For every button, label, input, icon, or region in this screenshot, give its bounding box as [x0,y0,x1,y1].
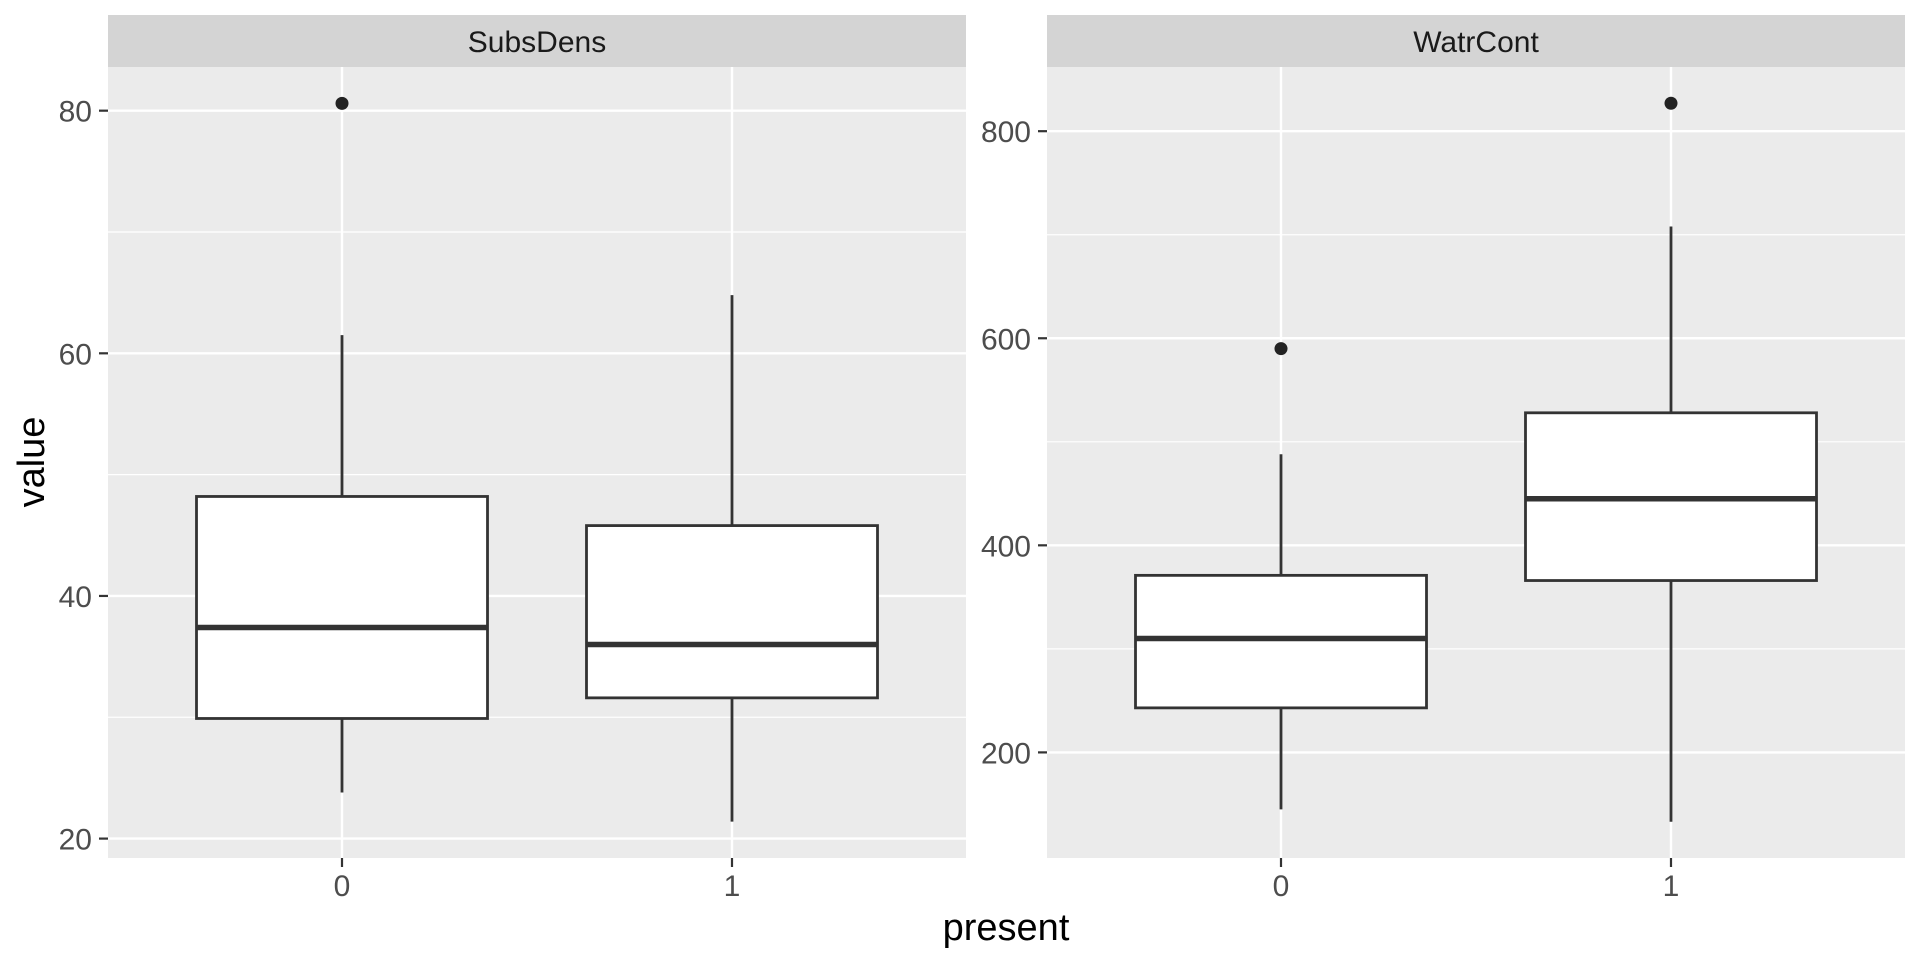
box-iqr [195,495,489,720]
outlier-point [1664,96,1678,110]
x-axis-title: present [943,907,1070,949]
y-tick-label: 600 [981,323,1031,356]
facet-strip [108,15,966,67]
y-tick-label: 400 [981,530,1031,563]
y-tick-label: 80 [59,96,92,129]
x-tick-label: 0 [334,870,351,903]
y-tick-label: 20 [59,824,92,857]
outlier-point [1274,342,1288,356]
y-tick-label: 60 [59,338,92,371]
x-tick-label: 1 [1663,870,1680,903]
x-tick-label: 0 [1273,870,1290,903]
facet-watrcont: WatrCont 200 400 600 800 0 1 [981,15,1905,903]
box-iqr [585,524,879,700]
y-tick-label: 800 [981,116,1031,149]
facet-strip-title: WatrCont [1413,26,1539,59]
panel-content: 200 400 600 800 0 1 [981,67,1905,903]
panel-content: 20 40 60 80 0 1 [59,67,966,903]
facet-strip [1047,15,1905,67]
box-iqr [1134,573,1428,710]
y-tick-label: 40 [59,581,92,614]
panel-background [108,67,966,858]
y-axis-title: value [11,417,53,508]
x-tick-label: 1 [724,870,741,903]
facet-subsdens: SubsDens 20 40 60 80 0 1 [59,15,966,903]
y-tick-label: 200 [981,737,1031,770]
outlier-point [335,96,349,110]
facet-strip-title: SubsDens [468,26,606,59]
